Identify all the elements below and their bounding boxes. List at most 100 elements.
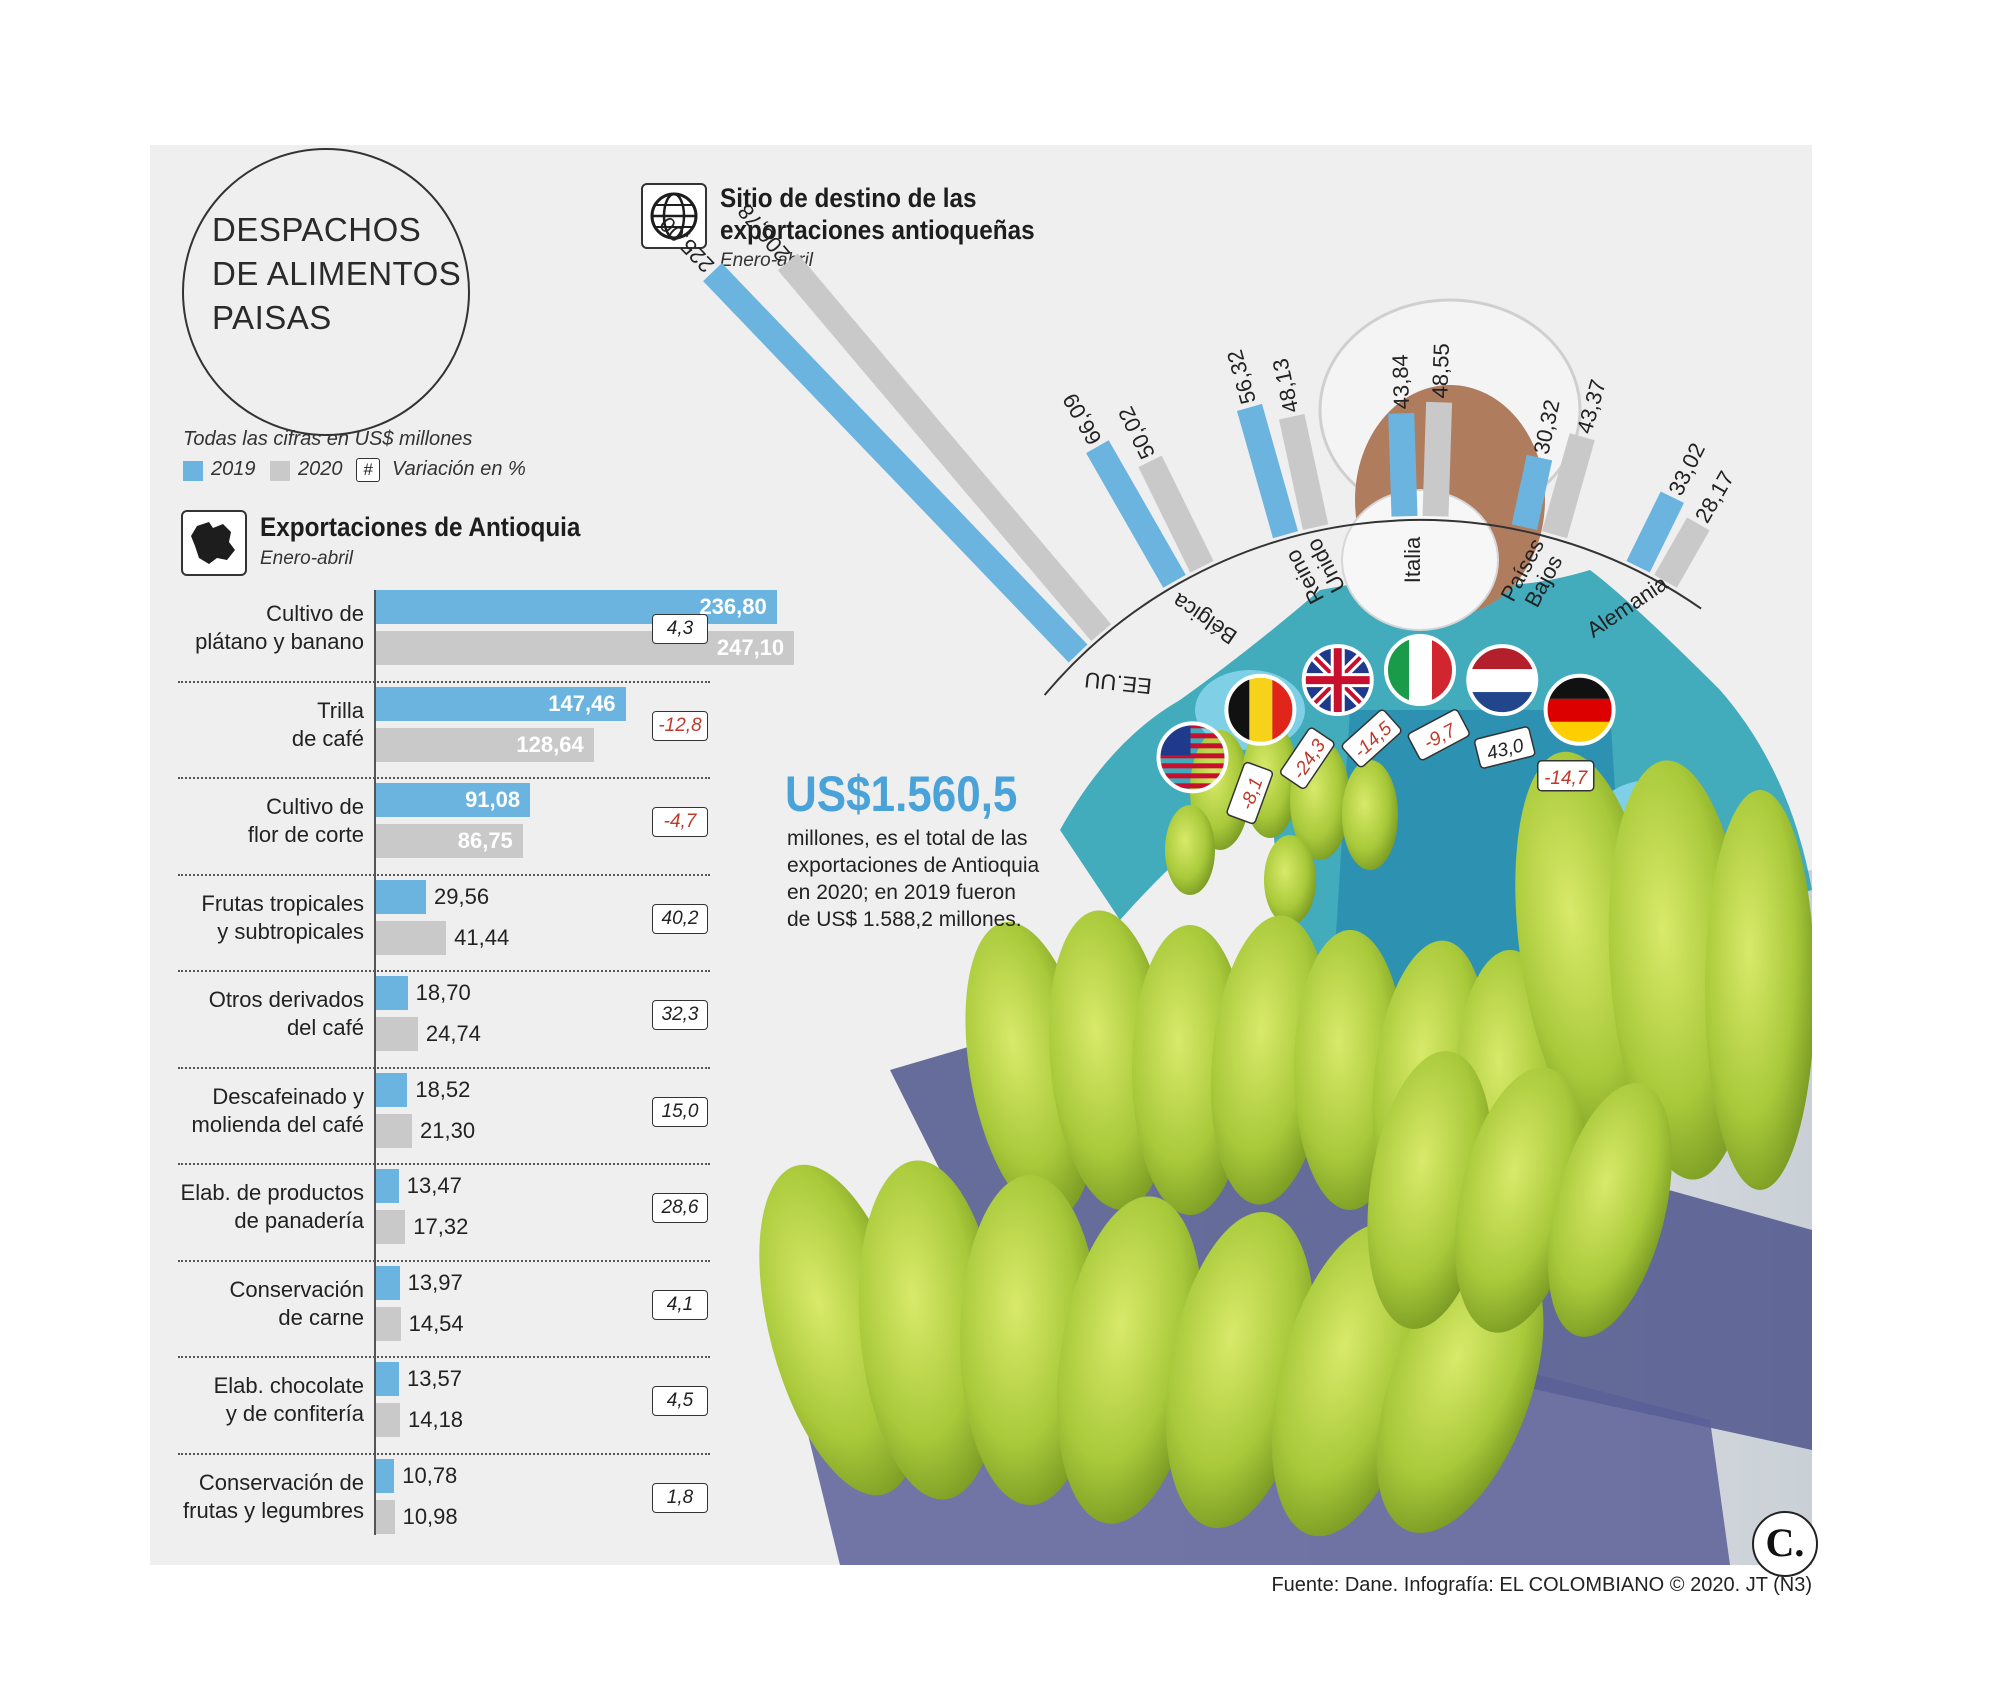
bar-value-label: 41,44 <box>454 924 510 950</box>
destination-variation-badge: -8,1 <box>1226 761 1274 825</box>
bar-2020 <box>376 1210 406 1244</box>
legend-variation-symbol: # <box>356 458 380 482</box>
category-label-line: flor de corte <box>247 822 364 847</box>
variation-badge: 4,5 <box>652 1386 708 1416</box>
radial-bar-group: 206,78 <box>733 199 1112 642</box>
radial-bar-2020 <box>1422 401 1453 517</box>
destination-label: Bélgica <box>1167 588 1241 650</box>
bar-value-label: 14,18 <box>407 1407 464 1432</box>
radial-bar-2019 <box>1626 491 1684 573</box>
destinations-title-line1: Sitio de destino de las <box>720 183 977 213</box>
radial-bar-2020 <box>1138 455 1214 573</box>
row-separator <box>178 1452 710 1455</box>
category-label-line: plátano y banano <box>195 629 364 654</box>
row-separator <box>178 1066 710 1069</box>
row-separator <box>178 970 710 972</box>
destination-label: EE.UU <box>1083 667 1152 699</box>
destination-variation-badge: -9,7 <box>1407 709 1470 761</box>
category-label: Otros derivados del café <box>209 986 364 1042</box>
variation-badge: 32,3 <box>652 1000 708 1030</box>
variation-badge: -12,8 <box>652 710 708 741</box>
destination-variation-badge: 43,0 <box>1474 726 1536 769</box>
category-label: Elab. chocolate y de confitería <box>214 1372 364 1428</box>
exports-section-title: Exportaciones de Antioquia <box>260 512 581 542</box>
category-label-line: Conservación de <box>198 1469 364 1495</box>
bar-2020 <box>376 727 594 762</box>
bar-2020 <box>376 631 795 665</box>
bar-value-label: 13,47 <box>406 1173 462 1198</box>
radial-bar-2020 <box>1654 517 1710 588</box>
bar-value-label: 13,57 <box>406 1366 463 1391</box>
bar-value-label: 13,97 <box>407 1269 463 1295</box>
radial-bar-2020 <box>1279 413 1329 530</box>
category-label-line: de café <box>291 725 364 751</box>
bar-value-label: 29,56 <box>434 883 490 909</box>
netherlands-flag-icon <box>1466 644 1539 717</box>
total-description: millones, es el total de las exportacion… <box>787 825 1067 933</box>
variation-badge: 15,0 <box>652 1096 708 1127</box>
category-label-line: Conservación <box>229 1276 364 1302</box>
category-label-line: Otros derivados <box>208 987 364 1012</box>
category-label: Elab. de productos de panadería <box>181 1179 364 1235</box>
radial-bar-value: 48,55 <box>1427 343 1454 399</box>
bar-2019 <box>376 1362 399 1396</box>
category-label-line: de panadería <box>234 1208 364 1233</box>
category-label: Frutas tropicales y subtropicales <box>201 890 364 946</box>
bar-value-label: 18,52 <box>415 1076 471 1102</box>
radial-bar-2019 <box>1236 403 1299 539</box>
bar-2019 <box>376 783 531 817</box>
variation-badge: 1,8 <box>652 1482 708 1513</box>
bar-2019 <box>376 686 626 721</box>
belgium-flag-icon <box>1224 673 1297 746</box>
destination-label: Alemania <box>1582 570 1673 642</box>
radial-bar-2020 <box>777 253 1112 642</box>
radial-bar-value: 50,02 <box>1113 403 1160 463</box>
radial-bar-value: 43,84 <box>1387 354 1414 410</box>
total-line: exportaciones de Antioquia <box>787 854 1040 877</box>
category-label-line: Elab. chocolate <box>213 1373 364 1398</box>
radial-bar-2020 <box>1541 433 1595 539</box>
bar-value-label: 10,98 <box>402 1503 458 1529</box>
total-line: de US$ 1.588,2 millones. <box>787 908 1022 931</box>
category-label: Conservación de carne <box>229 1276 364 1332</box>
bar-value-label: 147,46 <box>548 690 616 716</box>
destination-label-line: EE.UU <box>1083 667 1152 699</box>
destination-variation-badge: -14,5 <box>1341 709 1402 768</box>
bar-value-label: 247,10 <box>716 635 785 660</box>
bar-value-label: 91,08 <box>465 787 521 812</box>
radial-bar-value: 48,13 <box>1268 356 1304 415</box>
bar-value-label: 10,78 <box>402 1462 458 1488</box>
category-label: Cultivo de flor de corte <box>248 793 364 849</box>
chart-axis-line <box>374 590 376 1535</box>
destination-variation-badge: -14,7 <box>1536 760 1595 792</box>
bar-value-label: 236,80 <box>699 594 767 619</box>
variation-badge: -4,7 <box>652 807 708 837</box>
category-label-line: Trilla <box>317 697 364 723</box>
variation-badge: 40,2 <box>652 903 708 934</box>
radial-bar-value: 206,78 <box>733 199 796 267</box>
bar-2019 <box>376 1169 399 1203</box>
title-line: DESPACHOS <box>212 211 422 248</box>
total-amount: US$1.560,5 <box>785 766 1018 822</box>
radial-bar-value: 43,37 <box>1572 377 1611 437</box>
category-label: Trilla de café <box>292 697 364 753</box>
category-label-line: Descafeinado y <box>212 1083 364 1109</box>
category-label-line: y subtropicales <box>217 918 364 944</box>
bar-value-label: 14,54 <box>408 1310 464 1336</box>
exports-section-subtitle: Enero-abril <box>260 548 353 569</box>
source-credit: Fuente: Dane. Infografía: EL COLOMBIANO … <box>1271 1574 1812 1596</box>
legend-swatch-2020 <box>270 461 290 481</box>
bar-2020 <box>376 1306 401 1341</box>
bar-value-label: 21,30 <box>420 1117 476 1143</box>
radial-bar-2019 <box>1511 454 1553 530</box>
title-circle <box>182 148 470 436</box>
row-separator <box>178 1259 710 1262</box>
row-separator <box>178 1356 710 1358</box>
row-separator <box>178 680 710 683</box>
category-label-line: Elab. de productos <box>180 1180 364 1205</box>
radial-bar-group: 225,00 <box>654 212 1088 663</box>
title-line: DE ALIMENTOS <box>212 255 462 292</box>
el-colombiano-logo: C. <box>1752 1511 1818 1577</box>
